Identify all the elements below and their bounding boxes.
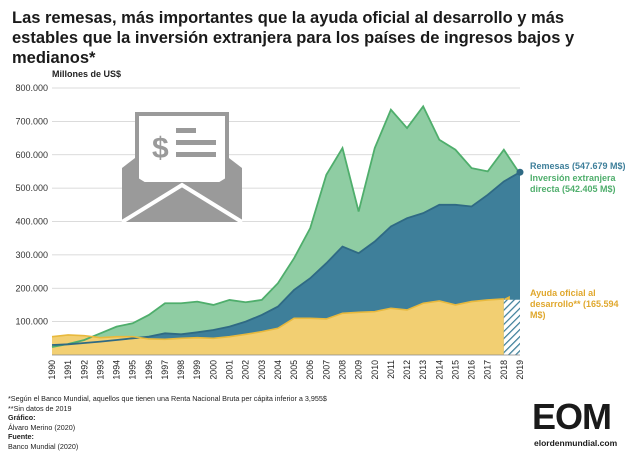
x-tick-label: 2011 [386,360,396,379]
x-tick-label: 1996 [144,360,154,380]
x-tick-label: 2001 [225,360,235,380]
y-tick-label: 400.000 [15,217,48,227]
envelope-money-icon: $ [120,112,244,224]
y-tick-label: 500.000 [15,183,48,193]
x-tick-label: 2007 [321,360,331,380]
x-tick-label: 2018 [499,360,509,380]
x-tick-label: 2013 [418,360,428,380]
label-remesas: Remesas (547.679 M$) [530,161,626,171]
y-tick-label: 700.000 [15,116,48,126]
x-tick-labels: 1990 1991 1992 1993 1994 1995 1996 1997 1998 1999… [47,354,525,380]
x-tick-label: 1998 [176,360,186,380]
y-tick-label: 800.000 [15,83,48,93]
x-tick-label: 1997 [160,360,170,380]
ayuda-hatch-area [503,299,520,355]
y-tick-labels: 100.000 200.000 300.000 400.000 500.000 600.0… [15,83,48,327]
x-tick-label: 2004 [273,360,283,380]
logo-text: EOM [532,396,612,437]
label-ayuda: Ayuda oficial al desarrollo** (165.594 M… [530,288,619,320]
note-ingresos: *Según el Banco Mundial, aquellos que ti… [8,394,327,403]
series-line-remesas [51,171,521,346]
y-tick-label: 600.000 [15,150,48,160]
x-tick-label: 2008 [337,360,347,380]
x-tick-label: 2002 [241,360,251,380]
remesas-end-point [516,168,524,176]
x-tick-label: 2014 [434,360,444,380]
eom-logo: EOM elordenmundial.com [532,396,632,449]
chart-title: Las remesas, más importantes que la ayud… [12,9,575,67]
footnotes: *Según el Banco Mundial, aquellos que ti… [8,394,327,451]
x-tick-label: 1999 [192,360,202,380]
series-line-ayuda [51,298,504,341]
grafico-value: Álvaro Merino (2020) [8,422,76,432]
y-axis-title: Millones de US$ [52,69,122,79]
x-tick-label: 1990 [47,360,57,380]
x-tick-label: 1995 [128,360,138,380]
x-tick-label: 2006 [305,360,315,380]
fuente-value: Banco Mundial (2020) [8,441,79,451]
series-area-ayuda [52,298,504,355]
x-tick-label: 2000 [208,360,218,380]
y-tick-label: 100.000 [15,317,48,327]
series-areas [52,106,520,355]
x-tick-label: 1994 [112,360,122,380]
label-inversion: Inversión extranjera directa (542.405 M$… [530,173,616,194]
x-tick-label: 1992 [79,360,89,380]
series-lines [51,104,524,348]
grafico-label: Gráfico: [8,413,36,422]
fuente-label: Fuente: [8,432,34,441]
x-tick-label: 2017 [483,360,493,380]
series-line-inversion [51,104,521,348]
ayuda-no-data-hatch [503,299,520,355]
logo-site: elordenmundial.com [534,438,618,448]
x-tick-label: 2012 [402,360,412,380]
x-tick-label: 2005 [289,360,299,380]
y-tick-label: 200.000 [15,283,48,293]
x-tick-label: 2016 [467,360,477,380]
y-tick-label: 300.000 [15,250,48,260]
x-tick-label: 2009 [354,360,364,380]
x-tick-label: 2010 [370,360,380,380]
note-sin-datos: **Sin datos de 2019 [8,403,72,413]
svg-text:$: $ [152,132,169,165]
x-tick-label: 2015 [450,360,460,380]
x-tick-label: 1993 [95,360,105,380]
x-tick-label: 2003 [257,360,267,380]
x-tick-label: 2019 [515,360,525,380]
x-tick-label: 1991 [63,360,73,380]
